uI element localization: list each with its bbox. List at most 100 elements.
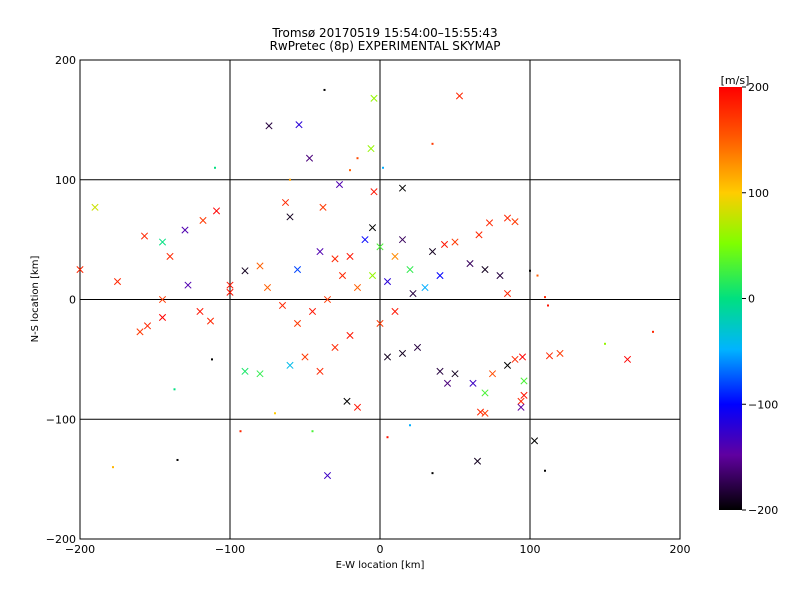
dot-marker — [311, 430, 314, 433]
x-tick-label: −200 — [65, 543, 95, 556]
x-marker — [278, 301, 287, 310]
x-marker — [286, 213, 294, 221]
colorbar-label: [m/s] — [721, 74, 750, 87]
x-marker — [293, 319, 302, 328]
x-marker — [331, 343, 339, 351]
x-tick-label: 200 — [670, 543, 691, 556]
x-marker — [451, 238, 459, 246]
x-marker — [293, 266, 302, 274]
x-marker — [370, 188, 378, 196]
x-marker — [136, 328, 144, 336]
x-marker — [520, 391, 528, 399]
colorbar-tick-label: 0 — [748, 293, 755, 306]
x-marker — [398, 349, 407, 357]
x-marker — [140, 232, 149, 240]
colorbar-tick-label: −100 — [748, 398, 778, 411]
x-marker — [212, 207, 221, 215]
x-marker — [520, 377, 528, 385]
dot-marker — [176, 458, 179, 461]
x-marker — [286, 361, 294, 369]
x-marker — [518, 353, 527, 361]
x-marker — [158, 313, 167, 322]
x-marker — [485, 219, 494, 227]
x-marker — [335, 180, 344, 189]
x-marker — [319, 203, 327, 211]
x-marker — [623, 355, 632, 363]
x-marker — [166, 252, 174, 260]
dot-marker — [529, 269, 531, 272]
grid-lines — [80, 60, 680, 539]
x-marker — [440, 240, 449, 248]
dot-marker — [544, 296, 546, 299]
x-marker — [421, 283, 429, 292]
x-marker — [305, 154, 314, 162]
x-marker — [383, 277, 392, 286]
dot-marker — [386, 436, 389, 439]
dot-marker — [211, 358, 213, 361]
x-marker — [481, 266, 489, 274]
dot-marker — [536, 274, 539, 277]
y-tick-label: 200 — [55, 54, 76, 67]
x-marker — [368, 271, 377, 280]
x-marker — [76, 266, 84, 274]
x-marker — [184, 281, 192, 289]
x-marker — [409, 289, 417, 298]
x-marker — [436, 271, 444, 280]
dot-marker — [604, 342, 606, 345]
x-marker — [413, 343, 422, 351]
dot-marker — [173, 388, 176, 391]
x-marker — [488, 370, 497, 378]
x-marker — [545, 352, 554, 360]
colorbar-ticks: 200 100 0 −100 −200 — [742, 81, 778, 517]
x-marker — [241, 267, 249, 275]
x-marker — [481, 409, 489, 417]
x-marker — [556, 349, 564, 357]
x-marker — [391, 307, 399, 316]
x-marker — [353, 283, 362, 292]
x-marker — [343, 397, 351, 405]
x-marker — [158, 238, 167, 246]
x-marker — [331, 255, 339, 263]
x-marker — [308, 307, 317, 316]
y-tick-label: −100 — [46, 413, 76, 426]
x-marker — [496, 271, 504, 280]
x-marker — [226, 288, 234, 296]
x-marker — [346, 331, 354, 339]
x-marker — [503, 361, 512, 369]
colorbar-tick-label: 200 — [748, 81, 769, 94]
colorbar-gradient — [719, 87, 742, 510]
data-markers — [76, 88, 654, 480]
y-tick-label: 100 — [55, 174, 76, 187]
dot-marker — [382, 166, 384, 169]
dot-marker — [112, 466, 114, 469]
chart-subtitle: RwPretec (8p) EXPERIMENTAL SKYMAP — [270, 39, 501, 53]
x-marker — [475, 231, 483, 239]
x-marker — [91, 203, 99, 211]
x-tick-labels: −200 −100 0 100 200 — [65, 543, 691, 556]
dot-marker — [356, 157, 359, 160]
x-tick-label: −100 — [215, 543, 245, 556]
x-marker — [181, 226, 189, 234]
x-marker — [473, 457, 482, 465]
x-marker — [469, 379, 477, 387]
x-marker — [368, 224, 377, 232]
x-marker — [383, 353, 392, 361]
x-marker — [481, 389, 489, 397]
y-tick-labels: −200 −100 0 100 200 — [46, 54, 76, 546]
x-marker — [323, 471, 332, 480]
x-marker — [443, 379, 452, 387]
x-marker — [406, 266, 414, 274]
dot-marker — [274, 412, 276, 415]
x-marker — [391, 252, 399, 260]
x-marker — [517, 397, 525, 405]
x-marker — [263, 283, 272, 292]
dot-marker — [289, 178, 291, 181]
x-marker — [196, 307, 204, 316]
x-marker — [316, 248, 324, 256]
x-marker — [503, 214, 512, 222]
dot-marker — [214, 166, 216, 169]
x-marker — [511, 218, 519, 226]
x-marker — [256, 370, 264, 378]
x-tick-label: 100 — [520, 543, 541, 556]
dot-marker — [431, 142, 434, 145]
